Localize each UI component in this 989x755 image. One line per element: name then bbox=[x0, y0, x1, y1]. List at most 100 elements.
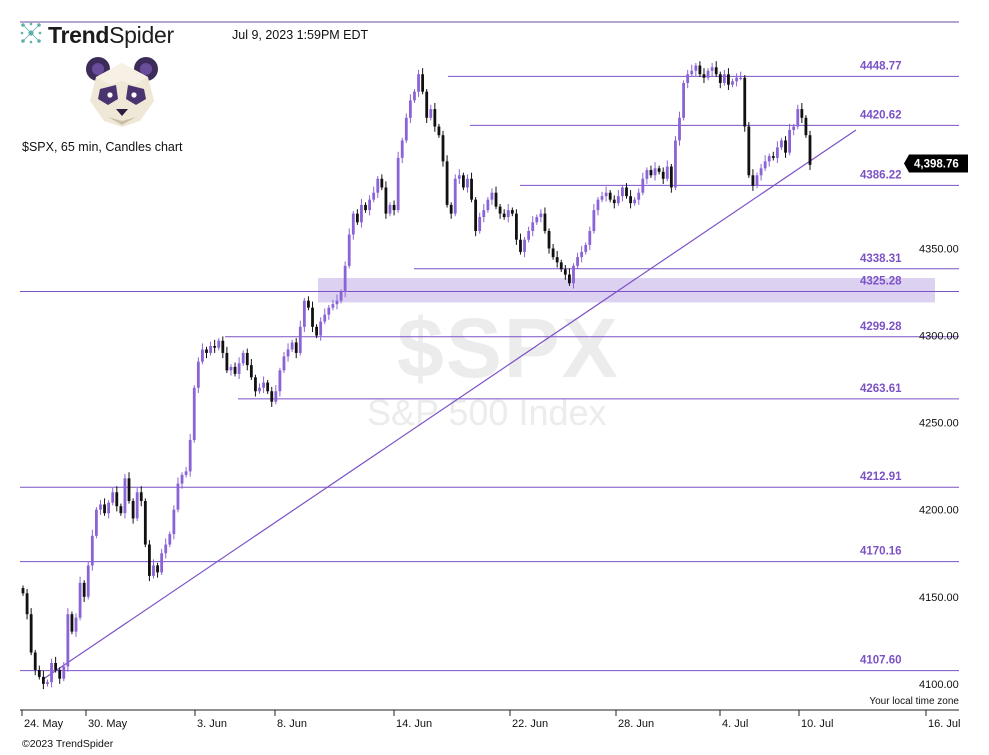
candle-body bbox=[633, 199, 637, 204]
candle-body bbox=[294, 342, 298, 353]
candle-body bbox=[351, 213, 355, 235]
watermark-ticker: $SPX bbox=[397, 301, 620, 395]
candle-body bbox=[192, 387, 196, 441]
y-tick-label: 4200.00 bbox=[919, 505, 959, 517]
candle-body bbox=[527, 231, 531, 240]
candle-body bbox=[148, 544, 151, 576]
candle-body bbox=[54, 662, 58, 670]
candle-body bbox=[50, 662, 53, 683]
candle-body bbox=[213, 345, 217, 348]
candle-body bbox=[674, 140, 677, 188]
candle-body bbox=[706, 70, 710, 78]
candle-body bbox=[490, 192, 494, 200]
candle-body bbox=[466, 178, 469, 188]
candle-body bbox=[396, 157, 400, 211]
candle-body bbox=[217, 340, 221, 348]
x-tick-label: 14. Jun bbox=[396, 718, 432, 730]
candle-body bbox=[327, 307, 331, 315]
candle-body bbox=[755, 175, 759, 186]
candle-body bbox=[380, 178, 384, 188]
candle-body bbox=[160, 553, 164, 573]
candle-body bbox=[392, 204, 396, 211]
level-label: 4212.91 bbox=[860, 471, 902, 483]
candle-body bbox=[290, 342, 294, 350]
candle-body bbox=[229, 366, 233, 371]
candle-body bbox=[453, 178, 457, 214]
candle-body bbox=[596, 199, 600, 211]
brand: TrendSpider bbox=[18, 20, 174, 51]
candle-body bbox=[66, 614, 70, 667]
candle-body bbox=[99, 504, 102, 510]
candle-body bbox=[437, 126, 441, 136]
candle-body bbox=[323, 314, 327, 322]
candle-body bbox=[486, 199, 490, 211]
candle-body bbox=[669, 166, 673, 188]
candle-body bbox=[347, 234, 351, 266]
x-tick-label: 3. Jun bbox=[197, 718, 227, 730]
candle-body bbox=[254, 377, 257, 392]
candle-body bbox=[372, 192, 376, 200]
candle-body bbox=[241, 352, 245, 364]
candle-body bbox=[225, 352, 229, 371]
candle-body bbox=[221, 340, 225, 353]
candle-body bbox=[319, 321, 323, 336]
candle-body bbox=[355, 213, 359, 223]
candle-body bbox=[41, 676, 45, 684]
candle-body bbox=[384, 187, 388, 214]
panda-icon bbox=[84, 55, 160, 136]
candle-body bbox=[107, 502, 111, 514]
candle-body bbox=[425, 91, 429, 118]
candle-body bbox=[763, 161, 767, 169]
candle-body bbox=[515, 213, 518, 240]
candle-body bbox=[702, 74, 706, 78]
trendline bbox=[43, 129, 857, 680]
level-label: 4263.61 bbox=[860, 383, 902, 395]
candle-body bbox=[804, 117, 808, 136]
copyright-text: ©2023 TrendSpider bbox=[22, 738, 114, 750]
candle-body bbox=[37, 669, 41, 677]
candle-body bbox=[156, 565, 159, 573]
timestamp: Jul 9, 2023 1:59PM EDT bbox=[232, 28, 369, 42]
candle-body bbox=[563, 269, 567, 275]
candle-body bbox=[445, 161, 449, 205]
level-label: 4299.28 bbox=[860, 321, 902, 333]
candle-body bbox=[523, 239, 526, 252]
candle-body bbox=[286, 349, 290, 357]
candle-body bbox=[686, 74, 690, 83]
level-label: 4420.62 bbox=[860, 109, 902, 121]
spider-dots-icon bbox=[18, 20, 44, 51]
x-tick-label: 8. Jun bbox=[277, 718, 307, 730]
candle-body bbox=[58, 669, 62, 679]
candle-body bbox=[661, 171, 665, 179]
candle-body bbox=[604, 192, 608, 197]
candle-body bbox=[249, 365, 253, 378]
y-tick-label: 4100.00 bbox=[919, 679, 959, 691]
candle-body bbox=[441, 135, 445, 162]
candle-body bbox=[645, 170, 649, 179]
candle-body bbox=[196, 361, 200, 388]
candle-body bbox=[498, 206, 502, 214]
candle-body bbox=[519, 239, 522, 252]
candle-body bbox=[180, 474, 184, 484]
candle-body bbox=[74, 617, 78, 632]
candle-body bbox=[608, 192, 612, 200]
candle-body bbox=[233, 366, 237, 374]
candle-body bbox=[33, 652, 37, 670]
chart-title: $SPX, 65 min, Candles chart bbox=[22, 140, 183, 154]
candle-body bbox=[127, 478, 131, 501]
level-label: 4338.31 bbox=[860, 253, 902, 265]
candle-body bbox=[139, 492, 143, 501]
candle-body bbox=[421, 74, 425, 92]
y-tick-label: 4350.00 bbox=[919, 243, 959, 255]
candle-body bbox=[474, 199, 478, 232]
level-label: 4107.60 bbox=[860, 655, 902, 667]
candle-body bbox=[168, 534, 172, 545]
candle-body bbox=[449, 204, 453, 214]
candle-body bbox=[657, 168, 661, 172]
candle-body bbox=[94, 509, 98, 536]
candle-body bbox=[780, 140, 783, 148]
candle-body bbox=[629, 196, 632, 204]
candle-body bbox=[767, 156, 771, 162]
candle-body bbox=[718, 74, 722, 83]
